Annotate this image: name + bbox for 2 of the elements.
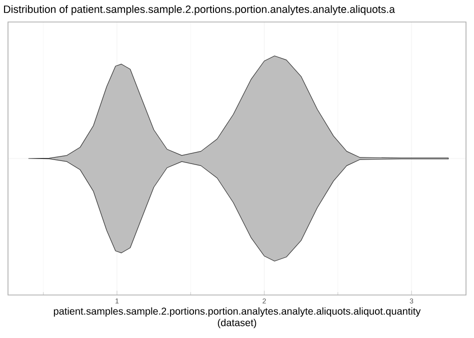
chart-title: Distribution of patient.samples.sample.2.portions.portion.analytes.analyte.aliquots.a [4, 5, 395, 16]
x-axis-title: patient.samples.sample.2.portions.portion.analytes.analyte.aliquots.aliquot.quantity (dataset) [54, 307, 421, 328]
